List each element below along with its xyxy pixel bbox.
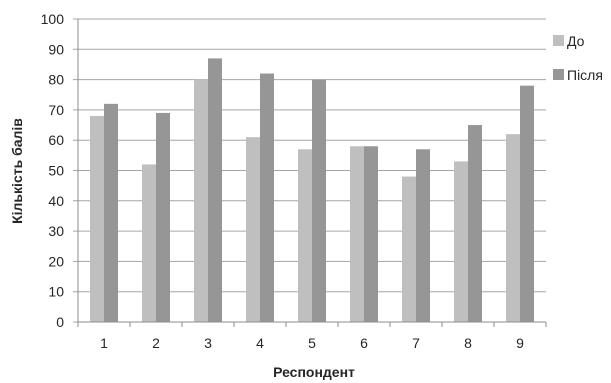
bar-series-1 bbox=[454, 161, 468, 322]
x-tick-label: 7 bbox=[412, 335, 420, 351]
y-tick-label: 30 bbox=[48, 223, 64, 239]
bar-series-2 bbox=[260, 73, 274, 322]
x-tick-label: 4 bbox=[256, 335, 264, 351]
legend-label: До bbox=[567, 33, 585, 49]
y-tick-label: 50 bbox=[48, 163, 64, 179]
legend-swatch bbox=[553, 69, 564, 80]
x-tick-label: 1 bbox=[100, 335, 108, 351]
y-axis-title: Кількість балів bbox=[9, 118, 25, 224]
bar-series-1 bbox=[506, 134, 520, 322]
y-tick-label: 80 bbox=[48, 72, 64, 88]
y-tick-label: 0 bbox=[56, 314, 64, 330]
legend: До Після bbox=[553, 33, 603, 83]
x-tick-labels: 1 2 3 4 5 6 7 8 9 bbox=[100, 335, 524, 351]
bar-series-2 bbox=[520, 85, 534, 322]
bar-series-1 bbox=[298, 149, 312, 322]
y-tick-label: 100 bbox=[41, 11, 65, 27]
legend-swatch bbox=[553, 35, 564, 46]
bar-series-2 bbox=[416, 149, 430, 322]
bar-series-1 bbox=[194, 79, 208, 322]
bar-series-2 bbox=[208, 58, 222, 322]
x-tick-label: 5 bbox=[308, 335, 316, 351]
axes bbox=[77, 19, 547, 327]
x-tick-label: 8 bbox=[464, 335, 472, 351]
x-tick-label: 9 bbox=[516, 335, 524, 351]
legend-label: Після bbox=[567, 67, 603, 83]
bars bbox=[90, 58, 534, 323]
y-tick-label: 10 bbox=[48, 284, 64, 300]
bar-series-1 bbox=[90, 115, 104, 323]
x-axis-title: Респондент bbox=[273, 364, 355, 380]
y-tick-label: 20 bbox=[48, 253, 64, 269]
bar-series-2 bbox=[468, 125, 482, 322]
bar-series-1 bbox=[402, 176, 416, 322]
x-tick-label: 2 bbox=[152, 335, 160, 351]
x-tick-label: 3 bbox=[204, 335, 212, 351]
bar-series-2 bbox=[364, 146, 378, 322]
bar-series-1 bbox=[142, 164, 156, 322]
y-tick-label: 90 bbox=[48, 41, 64, 57]
y-tick-labels: 0 10 20 30 40 50 60 70 80 90 100 bbox=[41, 11, 65, 330]
bar-series-1 bbox=[246, 137, 260, 322]
y-tick-label: 60 bbox=[48, 132, 64, 148]
bar-series-2 bbox=[104, 103, 118, 322]
x-tick-label: 6 bbox=[360, 335, 368, 351]
y-tick-label: 70 bbox=[48, 102, 64, 118]
bar-series-2 bbox=[312, 79, 326, 322]
bar-series-1 bbox=[350, 146, 364, 322]
bar-series-2 bbox=[156, 112, 170, 323]
y-tick-label: 40 bbox=[48, 193, 64, 209]
